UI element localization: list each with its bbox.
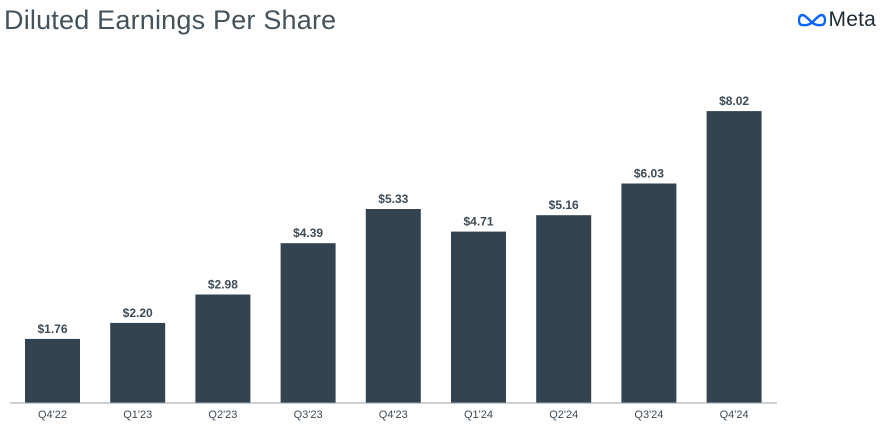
bar-4 <box>365 209 421 403</box>
value-label-2: $2.98 <box>208 278 238 292</box>
bar-3 <box>280 243 336 403</box>
bar-8 <box>706 111 762 403</box>
value-label-5: $4.71 <box>463 215 493 229</box>
x-tick-label-5: Q1'24 <box>464 409 493 421</box>
x-tick-label-7: Q3'24 <box>634 409 663 421</box>
brand-name: Meta <box>828 8 876 31</box>
bar-0 <box>25 338 80 403</box>
page-title: Diluted Earnings Per Share <box>4 5 337 35</box>
x-tick-label-4: Q4'23 <box>379 409 408 421</box>
bars-layer <box>25 111 762 403</box>
x-tick-label-8: Q4'24 <box>720 409 749 421</box>
value-label-0: $1.76 <box>37 322 67 336</box>
brand: Meta <box>797 8 877 32</box>
value-label-8: $8.02 <box>719 94 749 108</box>
value-label-1: $2.20 <box>123 306 153 320</box>
x-tick-label-6: Q2'24 <box>549 409 578 421</box>
bar-6 <box>536 215 592 403</box>
bar-5 <box>451 231 506 403</box>
meta-logo-icon <box>797 13 826 27</box>
value-labels-layer: $1.76 $2.20 $2.98 $4.39 $5.33 $4.71 $5.16 $6.03… <box>37 94 749 336</box>
x-tick-label-0: Q4'22 <box>38 409 67 421</box>
x-tick-labels-layer: Q4'22 Q1'23 Q2'23 Q3'23 Q4'23 Q1'24 Q2'24 Q3'24… <box>38 409 749 421</box>
value-label-4: $5.33 <box>378 192 408 206</box>
bar-7 <box>621 183 677 403</box>
value-label-3: $4.39 <box>293 226 323 240</box>
x-tick-label-1: Q1'23 <box>123 409 152 421</box>
value-label-7: $6.03 <box>634 167 664 181</box>
value-label-6: $5.16 <box>549 198 579 212</box>
bar-2 <box>195 294 251 403</box>
x-tick-label-2: Q2'23 <box>208 409 237 421</box>
x-tick-label-3: Q3'23 <box>294 409 323 421</box>
bar-1 <box>110 322 166 403</box>
